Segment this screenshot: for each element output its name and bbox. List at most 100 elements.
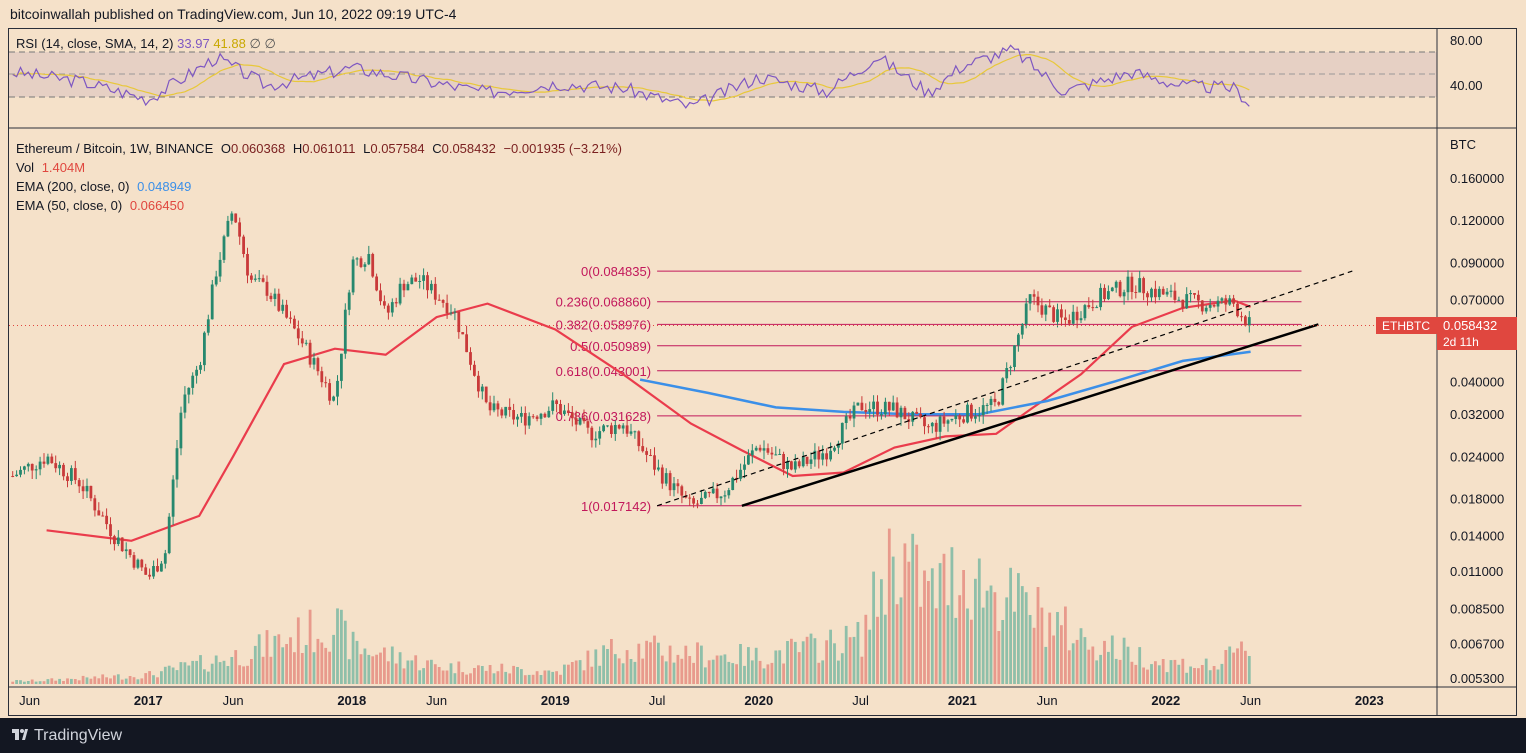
volume-bar xyxy=(574,660,578,684)
candle xyxy=(563,404,566,416)
candle xyxy=(1134,285,1138,299)
candle xyxy=(304,339,308,346)
candle-body xyxy=(1165,291,1169,295)
volume-bar xyxy=(371,656,375,684)
candle-body xyxy=(222,236,226,260)
candle xyxy=(1240,311,1243,322)
candle-body xyxy=(191,375,195,388)
candle-body xyxy=(132,555,136,568)
ema50-label: EMA (50, close, 0) xyxy=(16,198,123,213)
volume-bar xyxy=(790,638,793,684)
candle-body xyxy=(903,407,907,420)
candle-body xyxy=(1173,290,1177,300)
volume-bar xyxy=(214,655,218,684)
candle xyxy=(163,549,167,569)
support-trendline xyxy=(741,323,1319,507)
volume-bar xyxy=(261,656,265,684)
rsi-legend[interactable]: RSI (14, close, SMA, 14, 2) 33.97 41.88 … xyxy=(16,36,276,52)
trend-lines[interactable] xyxy=(656,270,1353,507)
volume-bar xyxy=(1024,592,1028,684)
chart-svg[interactable]: 0(0.084835) 0.236(0.068860) 0.382(0.058976… xyxy=(0,0,1526,718)
candle-body xyxy=(993,398,997,403)
candle-body xyxy=(856,402,860,406)
candle-body xyxy=(782,454,785,470)
hidden-icon[interactable]: ∅ xyxy=(249,36,261,51)
ohlc-high: H0.061011 xyxy=(292,141,356,156)
candle-body xyxy=(402,283,406,291)
ema200-legend[interactable]: EMA (200, close, 0) 0.048949 xyxy=(16,179,195,194)
volume-bar xyxy=(715,655,719,684)
volume-bar xyxy=(696,642,699,684)
candlesticks[interactable] xyxy=(11,211,1251,580)
candle-body xyxy=(613,425,617,434)
candle xyxy=(762,440,766,460)
candle-body xyxy=(950,418,954,421)
candle xyxy=(289,311,292,324)
candle xyxy=(1185,287,1189,309)
candle xyxy=(981,398,985,424)
candle-body xyxy=(1099,287,1102,308)
candle-body xyxy=(269,295,273,300)
time-axis[interactable]: Jun 2017 Jun 2018 Jun 2019 Jul 2020 Jul 2021 Jun 20… xyxy=(19,693,1384,708)
candle xyxy=(1017,333,1020,352)
candle-body xyxy=(351,259,355,293)
candle-body xyxy=(73,468,77,481)
candle-body xyxy=(430,283,433,291)
volume-bar xyxy=(856,622,860,684)
price-tick-label: 0.006700 xyxy=(1450,637,1504,652)
volume-bar xyxy=(1052,635,1055,684)
candle xyxy=(942,411,946,427)
candle xyxy=(1173,282,1177,304)
volume-bar xyxy=(324,647,328,684)
symbol-legend[interactable]: Ethereum / Bitcoin, 1W, BINANCE O0.06036… xyxy=(16,141,626,156)
candle-body xyxy=(34,469,38,471)
candle-body xyxy=(809,459,813,464)
volume-bar xyxy=(163,666,167,684)
candle xyxy=(1013,345,1016,372)
hidden-icon[interactable]: ∅ xyxy=(264,36,276,51)
volume-bar xyxy=(500,663,504,684)
volume-bar xyxy=(238,665,241,684)
ema50-line xyxy=(46,299,1251,542)
candle-body xyxy=(1154,288,1157,298)
volume-bar xyxy=(774,650,778,684)
volume-legend[interactable]: Vol 1.404M xyxy=(16,160,89,175)
candle xyxy=(218,252,222,282)
candle-body xyxy=(81,486,85,492)
candle-body xyxy=(226,220,230,237)
candle xyxy=(179,406,183,456)
candle xyxy=(856,402,860,406)
candle-body xyxy=(1224,298,1228,305)
candle xyxy=(386,303,390,320)
fib-retracement[interactable]: 0(0.084835) 0.236(0.068860) 0.382(0.058976… xyxy=(556,264,1302,514)
price-axis[interactable]: 0.160000 0.120000 0.090000 0.070000 0.040000… xyxy=(1450,171,1504,686)
candle xyxy=(508,398,512,417)
rsi-sma-value: 41.88 xyxy=(213,36,246,51)
volume-bar xyxy=(457,661,461,684)
volume-bar xyxy=(1017,573,1020,684)
volume-bar xyxy=(242,666,245,684)
candle-body xyxy=(11,476,15,477)
volume-bar xyxy=(840,653,844,684)
volume-bar xyxy=(531,674,535,684)
volume-bar xyxy=(379,652,382,684)
candle-body xyxy=(535,416,539,419)
volume-bar xyxy=(868,629,872,684)
candle xyxy=(848,408,852,421)
candle xyxy=(66,472,69,488)
candle xyxy=(394,297,398,308)
volume-bar xyxy=(465,674,468,684)
candle xyxy=(93,494,97,517)
volume-bar xyxy=(852,636,856,684)
volume-bar xyxy=(1204,658,1208,684)
candle xyxy=(731,476,735,491)
volume-bar xyxy=(1185,672,1189,684)
candle-body xyxy=(590,427,594,441)
candle-body xyxy=(343,309,347,354)
candle xyxy=(844,413,848,430)
candle xyxy=(660,464,664,489)
candle-body xyxy=(312,358,316,365)
tradingview-logo[interactable]: TradingView xyxy=(12,727,122,745)
volume-bar xyxy=(719,655,723,684)
ema50-legend[interactable]: EMA (50, close, 0) 0.066450 xyxy=(16,198,188,213)
